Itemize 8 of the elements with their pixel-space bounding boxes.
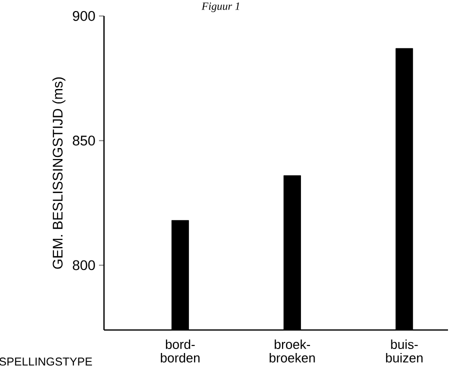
y-tick-label: 850: [72, 136, 95, 146]
x-tick-label: buis-buizen: [386, 340, 423, 362]
x-tick-label: bord-borden: [160, 340, 200, 362]
x-tick-label: broek-broeken: [270, 340, 315, 362]
chart-title: Figuur 1: [202, 2, 240, 12]
y-tick-label: 900: [72, 11, 95, 21]
y-tick-label: 800: [72, 260, 95, 270]
y-axis-title: GEM. BESLISSINGSTIJD (ms): [52, 77, 66, 269]
